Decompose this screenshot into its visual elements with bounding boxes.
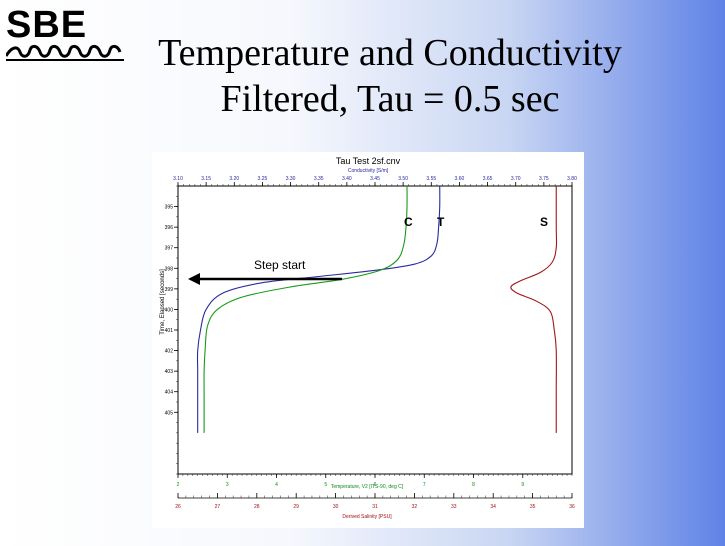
salinity-tick-label: 36 [569,504,575,510]
arrow-head-icon [188,273,200,285]
conductivity-tick-label: 3.35 [314,176,324,182]
conductivity-tick-label: 3.15 [201,176,211,182]
salinity-tick-label: 32 [412,504,418,510]
c-label: C [404,215,413,229]
salinity-tick-label: 30 [333,504,339,510]
salinity-tick-label: 27 [215,504,221,510]
temperature-tick-label: 2 [177,482,180,488]
conductivity-tick-label: 3.60 [455,176,465,182]
title-line-1: Temperature and Conductivity [158,32,622,74]
time-tick-label: 402 [165,349,174,355]
time-tick-label: 401 [165,328,174,334]
temperature-tick-label: 4 [275,482,278,488]
time-tick-label: 405 [165,410,174,416]
chart-title: Tau Test 2sf.cnv [336,156,401,166]
wave-icon [6,44,124,61]
tau-test-chart: Tau Test 2sf.cnv Conductivity [S/m] 3.10… [152,152,584,528]
temperature-axis-label: Temperature, V2 [ITS-90, deg C] [331,484,404,490]
time-tick-label: 400 [165,307,174,313]
conductivity-tick-label: 3.50 [398,176,408,182]
conductivity-tick-label: 3.20 [229,176,239,182]
conductivity-axis: 3.10 3.15 3.20 3.25 3.30 3.35 3.40 3.45 3.50 3.55… [173,176,577,186]
temperature-tick-label: 7 [423,482,426,488]
chart-background [152,152,584,528]
conductivity-tick-label: 3.55 [426,176,436,182]
salinity-tick-label: 34 [490,504,496,510]
conductivity-tick-label: 3.80 [567,176,577,182]
temperature-tick-label: 8 [472,482,475,488]
title-line-2: Filtered, Tau = 0.5 sec [220,78,560,120]
s-label: S [540,215,548,229]
conductivity-tick-label: 3.25 [258,176,268,182]
salinity-tick-label: 33 [451,504,457,510]
salinity-tick-label: 31 [372,504,378,510]
time-tick-label: 397 [165,246,174,252]
series-line-t [203,185,408,433]
slide-title: Temperature and Conductivity Filtered, T… [90,30,690,122]
annotations: Step start C T S [188,215,548,285]
time-tick-label: 403 [165,369,174,375]
conductivity-axis-label: Conductivity [S/m] [348,168,389,174]
conductivity-tick-label: 3.65 [483,176,493,182]
temperature-axis: 2 3 4 5 6 7 8 9 [177,474,573,488]
time-tick-label: 396 [165,225,174,231]
conductivity-tick-label: 3.45 [370,176,380,182]
t-label: T [437,215,445,229]
temperature-tick-label: 5 [324,482,327,488]
time-tick-label: 395 [165,205,174,211]
salinity-tick-label: 35 [530,504,536,510]
conductivity-tick-label: 3.30 [286,176,296,182]
conductivity-tick-label: 3.10 [173,176,183,182]
salinity-tick-label: 29 [293,504,299,510]
sbe-logo: SBE [6,6,126,66]
series-line-c [196,185,441,433]
time-tick-label: 399 [165,287,174,293]
salinity-axis: 26 27 28 29 30 31 32 33 34 35 36 [175,493,575,510]
time-tick-label: 404 [165,390,174,396]
salinity-axis-label: Derived Salinity [PSU] [342,514,392,520]
time-tick-label: 398 [165,266,174,272]
conductivity-tick-label: 3.40 [342,176,352,182]
temperature-tick-label: 3 [226,482,229,488]
series-layer [196,185,558,433]
salinity-tick-label: 26 [175,504,181,510]
time-axis: 395 396 397 398 399 400 401 402 403 404 405 [165,185,178,475]
conductivity-tick-label: 3.75 [539,176,549,182]
time-axis-label: Time, Elapsed [seconds] [160,269,166,335]
temperature-tick-label: 9 [521,482,524,488]
conductivity-tick-label: 3.70 [511,176,521,182]
series-line-s [510,185,558,433]
step-start-label: Step start [254,258,306,272]
logo-text: SBE [6,4,88,46]
temperature-tick-label: 6 [374,482,377,488]
salinity-tick-label: 28 [254,504,260,510]
